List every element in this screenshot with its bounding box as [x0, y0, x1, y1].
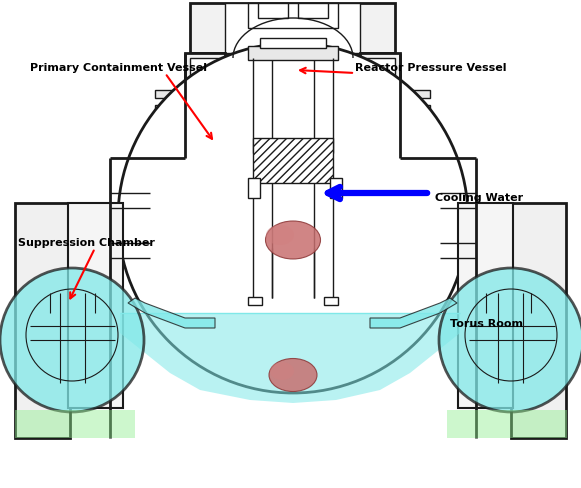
Circle shape — [439, 268, 581, 412]
Bar — [511, 203, 566, 438]
Bar — [458, 203, 513, 408]
Bar — [298, 4, 328, 19]
Bar — [324, 297, 338, 305]
Circle shape — [0, 268, 144, 412]
Bar — [155, 106, 190, 114]
Bar — [395, 126, 430, 134]
Bar — [68, 203, 123, 408]
Bar — [15, 203, 70, 438]
Bar — [330, 179, 342, 199]
Ellipse shape — [269, 359, 317, 392]
Bar — [260, 39, 326, 49]
Bar — [190, 4, 395, 54]
Ellipse shape — [270, 362, 294, 380]
Bar — [253, 139, 333, 183]
Bar — [365, 59, 395, 143]
Bar — [258, 4, 288, 19]
Ellipse shape — [266, 222, 321, 260]
Bar — [248, 4, 338, 29]
Bar — [155, 91, 190, 99]
Text: Cooling Water: Cooling Water — [435, 193, 523, 203]
Text: Suppression Chamber: Suppression Chamber — [18, 238, 155, 247]
Circle shape — [118, 44, 468, 393]
Polygon shape — [370, 298, 457, 328]
Bar — [395, 91, 430, 99]
Bar — [395, 106, 430, 114]
Ellipse shape — [266, 225, 294, 245]
Bar — [360, 54, 400, 149]
Text: Reactor Pressure Vessel: Reactor Pressure Vessel — [355, 63, 507, 73]
Bar — [155, 126, 190, 134]
Text: Primary Containment Vessel: Primary Containment Vessel — [30, 63, 207, 73]
Bar — [185, 54, 225, 149]
Bar — [190, 59, 220, 143]
Bar — [225, 4, 360, 54]
Text: Torus Room: Torus Room — [450, 318, 523, 328]
Bar — [15, 410, 135, 438]
Bar — [248, 297, 262, 305]
Bar — [447, 410, 567, 438]
Bar — [248, 179, 260, 199]
Bar — [248, 47, 338, 61]
Polygon shape — [128, 298, 215, 328]
Polygon shape — [120, 313, 460, 403]
